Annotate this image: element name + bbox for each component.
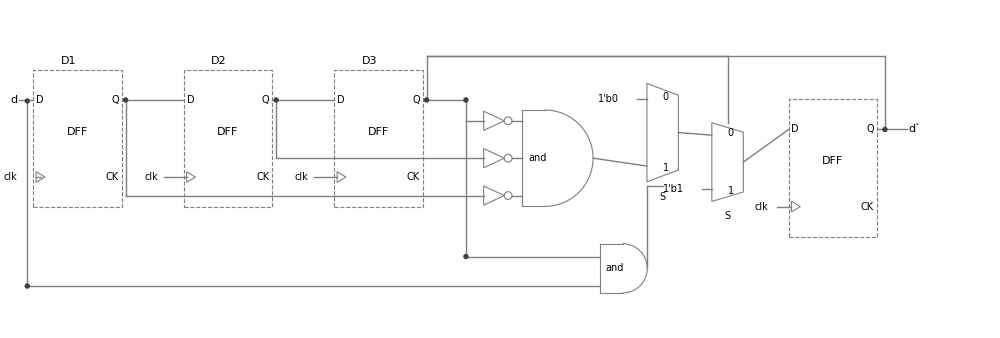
Bar: [334, 70, 423, 207]
Text: CK: CK: [106, 172, 119, 182]
Text: DFF: DFF: [822, 156, 843, 166]
Text: S: S: [660, 192, 666, 202]
Circle shape: [883, 127, 887, 131]
Text: Q: Q: [262, 95, 269, 105]
Circle shape: [25, 99, 29, 103]
Polygon shape: [647, 83, 678, 182]
Text: and: and: [528, 153, 546, 163]
Circle shape: [504, 117, 512, 125]
Text: and: and: [606, 263, 624, 273]
Circle shape: [124, 98, 128, 102]
Text: 1'b0: 1'b0: [598, 94, 619, 104]
Text: 1: 1: [663, 163, 669, 173]
Text: D3: D3: [362, 56, 377, 66]
Text: 0: 0: [663, 92, 669, 102]
Text: D1: D1: [61, 56, 76, 66]
Text: S: S: [725, 211, 731, 221]
Text: D2: D2: [211, 56, 227, 66]
Polygon shape: [484, 148, 504, 168]
Text: D: D: [187, 95, 194, 105]
Text: d: d: [10, 95, 17, 105]
Text: 1: 1: [728, 186, 734, 196]
Text: CK: CK: [861, 201, 874, 212]
Polygon shape: [712, 123, 743, 201]
Polygon shape: [484, 186, 504, 205]
Text: Q: Q: [412, 95, 420, 105]
Text: clk: clk: [754, 201, 768, 212]
Bar: [33, 70, 122, 207]
Text: Q: Q: [866, 124, 874, 135]
Text: D: D: [36, 95, 44, 105]
Text: DFF: DFF: [217, 127, 239, 137]
Circle shape: [425, 98, 429, 102]
Text: clk: clk: [4, 172, 17, 182]
Circle shape: [504, 192, 512, 199]
Text: 0: 0: [728, 128, 734, 138]
Bar: [789, 99, 877, 237]
Circle shape: [464, 98, 468, 102]
Text: clk: clk: [295, 172, 309, 182]
Text: clk: clk: [144, 172, 158, 182]
Text: 1'b1: 1'b1: [663, 184, 684, 194]
Polygon shape: [484, 111, 504, 130]
Circle shape: [25, 284, 29, 288]
Text: DFF: DFF: [67, 127, 88, 137]
Text: D: D: [791, 124, 799, 135]
Text: d`: d`: [909, 124, 921, 135]
Text: Q: Q: [111, 95, 119, 105]
Text: D: D: [337, 95, 345, 105]
Text: CK: CK: [256, 172, 269, 182]
Text: DFF: DFF: [368, 127, 389, 137]
Bar: [184, 70, 272, 207]
Circle shape: [464, 255, 468, 259]
Circle shape: [504, 154, 512, 162]
Circle shape: [274, 98, 278, 102]
Text: CK: CK: [407, 172, 420, 182]
